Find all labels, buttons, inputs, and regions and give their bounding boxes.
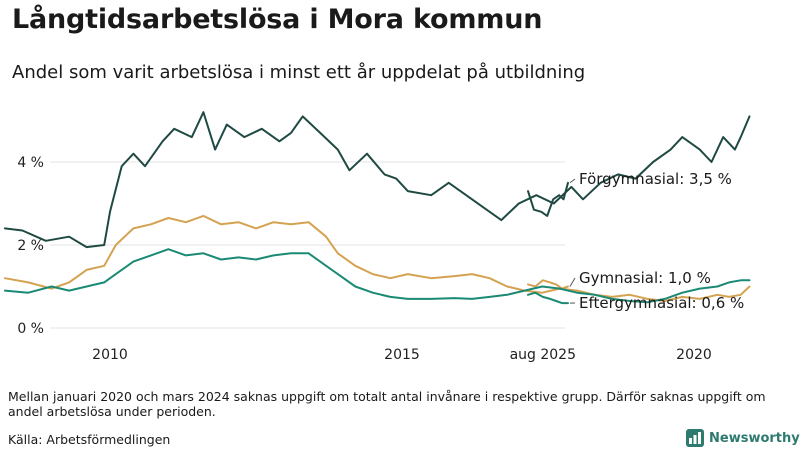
y-tick-label: 4 %	[17, 155, 44, 171]
source-text: Källa: Arbetsförmedlingen	[8, 432, 171, 447]
end-label-leader	[569, 277, 576, 287]
page-title: Långtidsarbetslösa i Mora kommun	[12, 4, 543, 35]
series-line-eftergymnasial	[3, 248, 751, 304]
series-line-gymnasial	[3, 214, 751, 302]
chart-subtitle: Andel som varit arbetslösa i minst ett å…	[12, 62, 586, 83]
series-line-förgymnasial	[527, 181, 569, 217]
end-label-förgymnasial: Förgymnasial: 3,5 %	[579, 170, 732, 188]
end-label-gymnasial: Gymnasial: 1,0 %	[579, 269, 711, 287]
brand-logo: Newsworthy	[686, 429, 800, 447]
x-tick-label: 2020	[676, 347, 712, 363]
line-chart: 0 % 2 % 4 % 2010 2015 2020 aug 2025 Förgymnasia…	[3, 111, 751, 363]
brand-name: Newsworthy	[709, 430, 800, 446]
end-label-leader	[569, 178, 576, 184]
series-line-förgymnasial	[3, 111, 751, 249]
y-tick-label: 2 %	[17, 238, 44, 254]
x-tick-label: 2015	[384, 347, 420, 363]
series-line-eftergymnasial	[527, 291, 569, 305]
end-label-eftergymnasial: Eftergymnasial: 0,6 %	[579, 294, 744, 312]
footnote: Mellan januari 2020 och mars 2024 saknas…	[8, 389, 766, 419]
newsworthy-logo-icon	[686, 429, 704, 447]
x-tick-label: 2010	[92, 347, 128, 363]
x-tick-label: aug 2025	[510, 347, 576, 363]
y-tick-label: 0 %	[17, 321, 44, 337]
